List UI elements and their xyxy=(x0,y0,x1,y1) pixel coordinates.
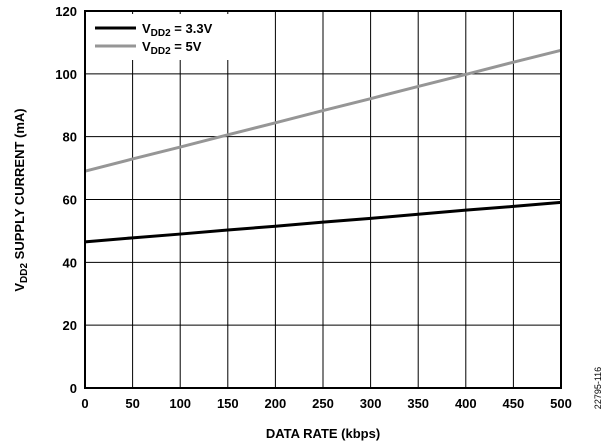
x-tick-label: 250 xyxy=(312,396,334,411)
x-tick-label: 300 xyxy=(360,396,382,411)
y-tick-label: 0 xyxy=(70,381,77,396)
legend: VDD2 = 3.3V VDD2 = 5V xyxy=(89,14,251,60)
legend-background xyxy=(89,14,251,60)
figure-id: 22795-116 xyxy=(593,367,603,409)
y-tick-label: 100 xyxy=(55,67,77,82)
x-tick-labels: 0 50 100 150 200 250 300 350 400 450 500 xyxy=(81,396,571,411)
y-axis-label: VDD2 SUPPLY CURRENT (mA) xyxy=(12,108,30,291)
x-tick-label: 100 xyxy=(169,396,191,411)
x-tick-label: 400 xyxy=(455,396,477,411)
x-tick-label: 450 xyxy=(503,396,525,411)
series-line-1 xyxy=(84,48,562,173)
y-tick-label: 20 xyxy=(63,318,77,333)
y-tick-label: 40 xyxy=(63,255,77,270)
x-tick-label: 50 xyxy=(125,396,139,411)
series-line-0 xyxy=(84,200,562,244)
y-tick-labels: 0 20 40 60 80 100 120 xyxy=(55,4,77,396)
x-tick-label: 0 xyxy=(81,396,88,411)
y-tick-label: 60 xyxy=(63,193,77,208)
y-tick-label: 120 xyxy=(55,4,77,19)
y-tick-label: 80 xyxy=(63,130,77,145)
x-axis-label: DATA RATE (kbps) xyxy=(266,426,380,441)
legend-label-vdd2-3v3: VDD2 = 3.3V xyxy=(142,21,213,39)
x-tick-label: 500 xyxy=(550,396,572,411)
plot-frame xyxy=(84,10,562,389)
legend-label-vdd2-5v: VDD2 = 5V xyxy=(142,39,202,57)
x-tick-label: 200 xyxy=(265,396,287,411)
x-tick-label: 150 xyxy=(217,396,239,411)
x-tick-label: 350 xyxy=(407,396,429,411)
grid-lines xyxy=(85,11,561,388)
series-layer xyxy=(84,48,562,244)
